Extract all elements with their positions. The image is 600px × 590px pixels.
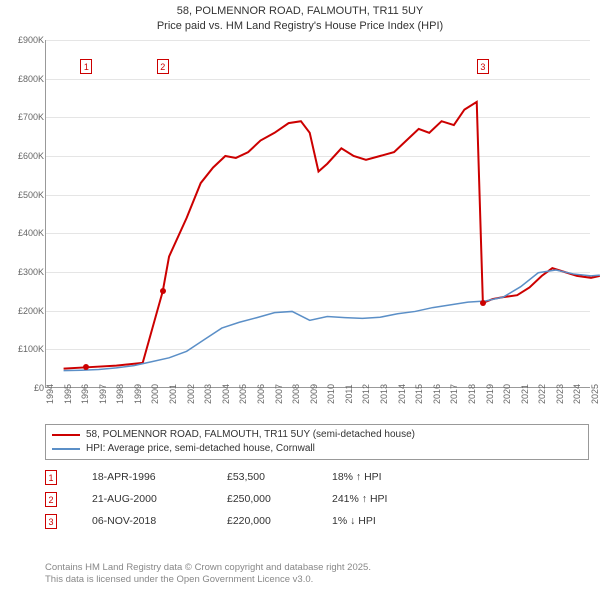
plot-svg bbox=[46, 40, 590, 387]
sales-row: 2 21-AUG-2000£250,000241% ↑ HPI bbox=[45, 488, 432, 510]
x-axis-label: 1996 bbox=[80, 384, 90, 404]
sales-marker: 2 bbox=[45, 492, 57, 507]
x-axis-label: 2025 bbox=[590, 384, 600, 404]
x-axis-label: 1998 bbox=[115, 384, 125, 404]
y-axis-label: £500K bbox=[0, 190, 44, 200]
legend-label: HPI: Average price, semi-detached house,… bbox=[86, 442, 315, 456]
sale-price: £220,000 bbox=[227, 515, 332, 527]
legend-swatch bbox=[52, 448, 80, 450]
x-axis-label: 2007 bbox=[274, 384, 284, 404]
sale-marker-box: 1 bbox=[80, 59, 92, 74]
y-axis-label: £600K bbox=[0, 151, 44, 161]
x-axis-label: 2012 bbox=[361, 384, 371, 404]
x-axis-label: 2006 bbox=[256, 384, 266, 404]
y-axis-label: £400K bbox=[0, 228, 44, 238]
x-axis-label: 2001 bbox=[168, 384, 178, 404]
x-axis-label: 2014 bbox=[397, 384, 407, 404]
x-axis-label: 2019 bbox=[485, 384, 495, 404]
x-axis-label: 2018 bbox=[467, 384, 477, 404]
legend-label: 58, POLMENNOR ROAD, FALMOUTH, TR11 5UY (… bbox=[86, 428, 415, 442]
sale-hpi-pct: 18% ↑ HPI bbox=[332, 471, 432, 483]
x-axis-label: 2024 bbox=[572, 384, 582, 404]
title-line2: Price paid vs. HM Land Registry's House … bbox=[0, 19, 600, 34]
sales-table: 1 18-APR-1996£53,50018% ↑ HPI 2 21-AUG-2000… bbox=[45, 466, 432, 532]
y-axis-label: £800K bbox=[0, 74, 44, 84]
x-axis-label: 2013 bbox=[379, 384, 389, 404]
legend-box: 58, POLMENNOR ROAD, FALMOUTH, TR11 5UY (… bbox=[45, 424, 589, 460]
sale-date: 18-APR-1996 bbox=[92, 471, 227, 483]
x-axis-label: 2004 bbox=[221, 384, 231, 404]
y-axis-label: £200K bbox=[0, 306, 44, 316]
x-axis-label: 2022 bbox=[537, 384, 547, 404]
x-axis-label: 2005 bbox=[238, 384, 248, 404]
sales-row: 3 06-NOV-2018£220,0001% ↓ HPI bbox=[45, 510, 432, 532]
sale-marker-box: 3 bbox=[477, 59, 489, 74]
sale-point bbox=[480, 300, 486, 306]
y-axis-label: £900K bbox=[0, 35, 44, 45]
sales-marker: 1 bbox=[45, 470, 57, 485]
x-axis-label: 2008 bbox=[291, 384, 301, 404]
sale-hpi-pct: 1% ↓ HPI bbox=[332, 515, 432, 527]
sale-price: £53,500 bbox=[227, 471, 332, 483]
title-line1: 58, POLMENNOR ROAD, FALMOUTH, TR11 5UY bbox=[0, 4, 600, 19]
series-price_paid bbox=[64, 102, 600, 369]
chart-title: 58, POLMENNOR ROAD, FALMOUTH, TR11 5UY P… bbox=[0, 0, 600, 34]
x-axis-label: 2023 bbox=[555, 384, 565, 404]
legend-row: HPI: Average price, semi-detached house,… bbox=[52, 442, 582, 456]
y-axis-label: £300K bbox=[0, 267, 44, 277]
x-axis-label: 1997 bbox=[98, 384, 108, 404]
x-axis-label: 2002 bbox=[186, 384, 196, 404]
x-axis-label: 2015 bbox=[414, 384, 424, 404]
y-axis-label: £700K bbox=[0, 112, 44, 122]
x-axis-label: 2000 bbox=[150, 384, 160, 404]
chart-plot-area: 1 2 3 bbox=[45, 40, 590, 388]
footer-line2: This data is licensed under the Open Gov… bbox=[45, 574, 371, 586]
x-axis-label: 2021 bbox=[520, 384, 530, 404]
sale-point bbox=[160, 288, 166, 294]
legend-row: 58, POLMENNOR ROAD, FALMOUTH, TR11 5UY (… bbox=[52, 428, 582, 442]
x-axis-label: 2009 bbox=[309, 384, 319, 404]
attribution-footer: Contains HM Land Registry data © Crown c… bbox=[45, 562, 371, 586]
x-axis-label: 2020 bbox=[502, 384, 512, 404]
y-axis-label: £100K bbox=[0, 344, 44, 354]
x-axis-label: 2003 bbox=[203, 384, 213, 404]
sale-date: 21-AUG-2000 bbox=[92, 493, 227, 505]
x-axis-label: 2010 bbox=[326, 384, 336, 404]
sale-price: £250,000 bbox=[227, 493, 332, 505]
x-axis-label: 1999 bbox=[133, 384, 143, 404]
sale-point bbox=[83, 364, 89, 370]
x-axis-label: 2011 bbox=[344, 384, 354, 403]
footer-line1: Contains HM Land Registry data © Crown c… bbox=[45, 562, 371, 574]
x-axis-label: 2016 bbox=[432, 384, 442, 404]
sale-hpi-pct: 241% ↑ HPI bbox=[332, 493, 432, 505]
sale-date: 06-NOV-2018 bbox=[92, 515, 227, 527]
sale-marker-box: 2 bbox=[157, 59, 169, 74]
x-axis-label: 2017 bbox=[449, 384, 459, 404]
x-axis-label: 1995 bbox=[63, 384, 73, 404]
x-axis-label: 1994 bbox=[45, 384, 55, 404]
sales-row: 1 18-APR-1996£53,50018% ↑ HPI bbox=[45, 466, 432, 488]
sales-marker: 3 bbox=[45, 514, 57, 529]
legend-swatch bbox=[52, 434, 80, 436]
y-axis-label: £0 bbox=[0, 383, 44, 393]
